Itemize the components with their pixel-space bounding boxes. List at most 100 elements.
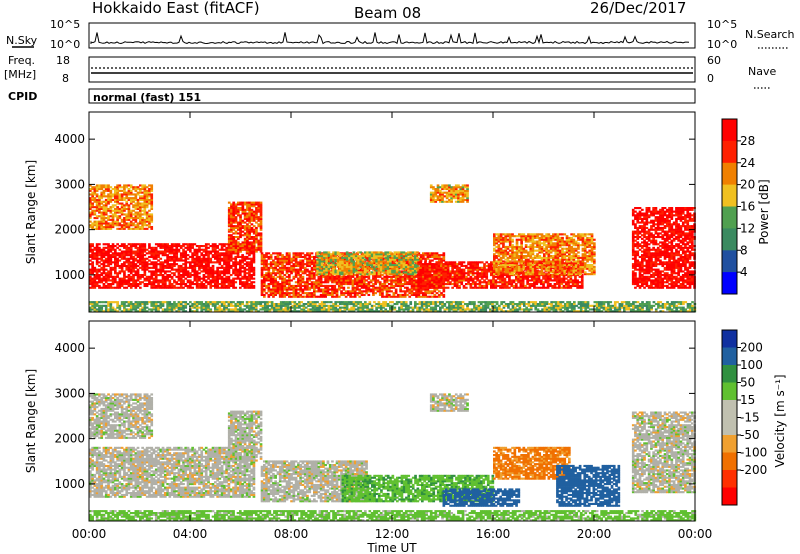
power-cell	[248, 254, 251, 257]
power-cell	[435, 295, 439, 298]
power-cell	[333, 277, 337, 280]
power-cell	[125, 252, 129, 255]
power-cell	[399, 290, 402, 293]
power-cell	[129, 275, 133, 278]
power-cell	[209, 270, 213, 273]
power-cell	[200, 284, 204, 288]
power-cell	[368, 267, 372, 270]
power-cell	[236, 263, 240, 266]
power-cell	[359, 271, 363, 274]
power-cell	[139, 204, 142, 207]
power-cell	[345, 267, 349, 270]
power-cell	[417, 254, 421, 257]
power-cell	[225, 279, 228, 282]
power-cell	[211, 284, 215, 288]
power-cell	[267, 290, 271, 293]
power-cell	[308, 272, 312, 275]
power-cell	[455, 270, 459, 273]
power-cell	[246, 216, 249, 219]
power-cell	[114, 198, 117, 202]
power-cell	[168, 281, 172, 284]
power-cell	[145, 284, 149, 288]
power-cell	[116, 286, 119, 289]
power-cell	[118, 211, 122, 214]
power-cell	[462, 264, 466, 268]
power-cell	[127, 254, 131, 257]
power-cell	[198, 275, 201, 278]
power-cell	[535, 279, 539, 282]
power-cell	[422, 252, 425, 255]
power-cell	[120, 209, 124, 212]
power-cell	[255, 241, 258, 244]
power-cell	[345, 258, 349, 261]
noise-tick-low-left: 10^0	[50, 38, 80, 51]
power-cell	[134, 220, 138, 223]
power-cell	[444, 286, 448, 289]
power-cell	[116, 274, 119, 277]
power-cell	[91, 284, 94, 288]
power-cell	[288, 268, 291, 271]
power-cell	[175, 248, 179, 251]
power-cell	[437, 277, 441, 280]
power-cell	[440, 270, 443, 273]
power-cell	[265, 279, 268, 282]
power-cell	[134, 217, 138, 220]
power-cell	[102, 213, 106, 216]
power-cell	[290, 264, 293, 268]
power-cell	[93, 266, 97, 269]
power-cell	[239, 277, 242, 280]
power-cell	[490, 283, 493, 286]
power-cell	[136, 217, 140, 220]
power-cell	[361, 260, 365, 263]
power-cell	[129, 245, 133, 248]
power-cell	[154, 281, 158, 284]
power-cell	[386, 271, 390, 274]
power-cell	[95, 184, 99, 187]
power-cell	[132, 213, 135, 216]
power-cell	[100, 206, 104, 209]
power-cell	[269, 263, 273, 266]
power-cell	[372, 277, 375, 280]
power-cell	[127, 243, 131, 246]
power-cell	[313, 257, 316, 260]
power-cell	[433, 252, 437, 255]
power-cell	[127, 266, 131, 269]
power-cell	[114, 279, 117, 282]
power-cell	[430, 274, 434, 277]
power-cell	[460, 274, 464, 277]
power-cell	[239, 283, 242, 286]
power-cell	[406, 288, 409, 291]
power-cell	[252, 255, 256, 259]
power-cell	[179, 286, 183, 289]
power-cell	[364, 271, 367, 274]
power-cell	[250, 259, 253, 262]
power-cell	[313, 255, 316, 259]
power-cell	[170, 277, 174, 280]
power-cell	[259, 219, 263, 222]
power-cell	[127, 193, 131, 196]
power-cell	[398, 255, 401, 258]
power-cell	[134, 213, 138, 216]
power-cell	[248, 203, 251, 206]
power-cell	[245, 268, 249, 271]
power-cell	[524, 286, 527, 289]
power-cell	[283, 279, 287, 282]
power-cell	[428, 277, 432, 280]
power-cell	[435, 277, 439, 280]
power-cell	[400, 258, 403, 261]
power-cell	[141, 218, 144, 221]
power-cell	[469, 279, 473, 282]
power-cell	[223, 261, 226, 264]
power-cell	[129, 250, 133, 253]
power-cell	[336, 264, 340, 267]
power-cell	[404, 255, 408, 258]
power-cell	[505, 281, 509, 284]
power-cell	[476, 277, 479, 280]
power-cell	[246, 214, 249, 217]
power-cell	[232, 219, 236, 222]
power-cell	[348, 269, 351, 272]
power-cell	[191, 257, 194, 260]
power-cell	[269, 274, 273, 277]
power-cell	[136, 274, 140, 277]
power-cell	[369, 281, 373, 284]
